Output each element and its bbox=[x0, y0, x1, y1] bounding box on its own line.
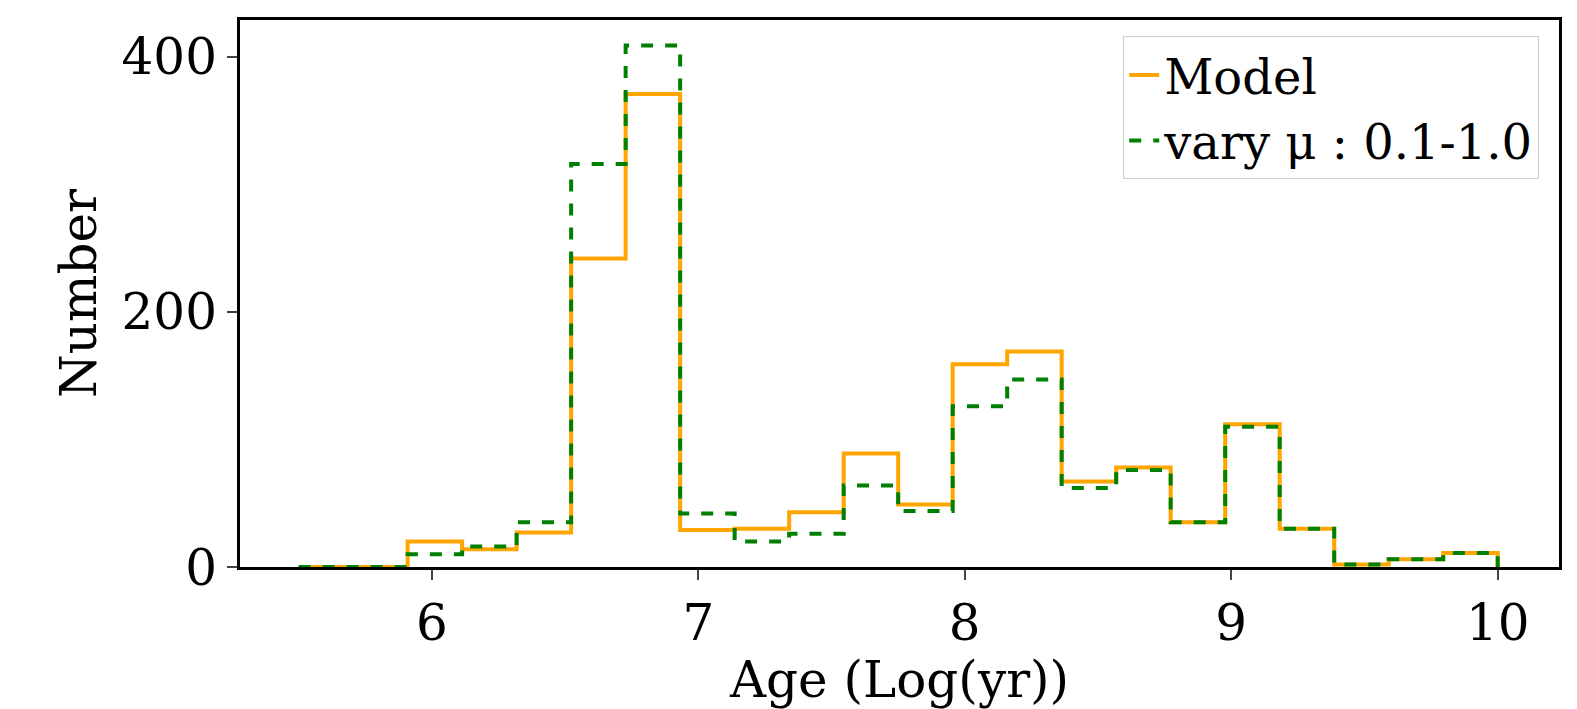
svg-text:Number: Number bbox=[50, 189, 108, 398]
svg-text:Model: Model bbox=[1164, 49, 1317, 105]
svg-text:7: 7 bbox=[682, 594, 714, 652]
svg-text:Age (Log(yr)): Age (Log(yr)) bbox=[729, 651, 1069, 709]
svg-text:400: 400 bbox=[122, 28, 217, 86]
svg-text:9: 9 bbox=[1215, 594, 1247, 652]
svg-text:0: 0 bbox=[185, 539, 217, 597]
svg-text:8: 8 bbox=[949, 594, 981, 652]
svg-text:200: 200 bbox=[122, 283, 217, 341]
svg-text:vary μ : 0.1-1.0: vary μ : 0.1-1.0 bbox=[1163, 114, 1532, 170]
svg-text:6: 6 bbox=[416, 594, 448, 652]
svg-text:10: 10 bbox=[1466, 594, 1530, 652]
